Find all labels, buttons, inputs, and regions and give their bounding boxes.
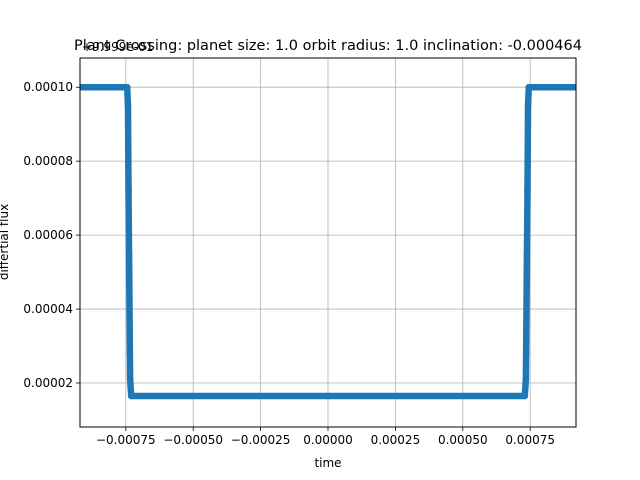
data-point bbox=[124, 102, 132, 109]
x-tick-label: −0.00025 bbox=[231, 433, 291, 447]
data-point bbox=[123, 83, 131, 91]
data-point bbox=[523, 250, 531, 257]
y-axis-ticks: 0.00002 0.00004 0.00006 0.00008 0.00010 bbox=[23, 80, 80, 390]
x-axis-ticks: −0.00075 −0.00050 −0.00025 0.00000 0.00025 0.… bbox=[96, 427, 555, 447]
data-point bbox=[572, 83, 576, 91]
data-point bbox=[80, 83, 84, 91]
x-tick-label: 0.00075 bbox=[505, 433, 555, 447]
data-point bbox=[524, 187, 531, 195]
data-point bbox=[521, 392, 529, 400]
data-point bbox=[126, 283, 133, 291]
data-point bbox=[324, 392, 332, 400]
data-point bbox=[126, 350, 134, 357]
chart-title: Plant Crossing: planet size: 1.0 orbit r… bbox=[74, 38, 582, 54]
data-series bbox=[80, 83, 576, 400]
x-tick-label: −0.00075 bbox=[96, 433, 156, 447]
y-tick-label: 0.00008 bbox=[23, 154, 73, 168]
y-tick-label: 0.00010 bbox=[23, 80, 73, 94]
data-point bbox=[523, 283, 530, 291]
data-point bbox=[523, 316, 530, 324]
data-point bbox=[125, 250, 133, 257]
data-point bbox=[125, 220, 133, 228]
x-tick-label: 0.00025 bbox=[371, 433, 421, 447]
x-axis-label: time bbox=[314, 456, 341, 470]
data-point bbox=[126, 376, 134, 383]
y-tick-label: 0.00004 bbox=[23, 302, 73, 316]
x-tick-label: 0.00050 bbox=[438, 433, 488, 447]
data-point bbox=[522, 376, 530, 383]
y-tick-label: 0.00002 bbox=[23, 376, 73, 390]
y-tick-label: 0.00006 bbox=[23, 228, 73, 242]
x-tick-label: 0.00000 bbox=[303, 433, 353, 447]
data-point bbox=[124, 146, 132, 154]
data-point bbox=[524, 146, 532, 154]
data-point bbox=[127, 392, 135, 400]
data-point bbox=[126, 316, 133, 324]
grid-lines bbox=[80, 58, 576, 427]
data-point bbox=[125, 187, 132, 195]
data-point bbox=[526, 83, 534, 91]
data-point bbox=[522, 350, 530, 357]
y-offset-label: +9.999e-01 bbox=[82, 40, 153, 54]
y-axis-label: differtial flux bbox=[0, 204, 11, 280]
data-point bbox=[523, 220, 531, 228]
data-point bbox=[524, 102, 532, 109]
x-tick-label: −0.00050 bbox=[163, 433, 223, 447]
